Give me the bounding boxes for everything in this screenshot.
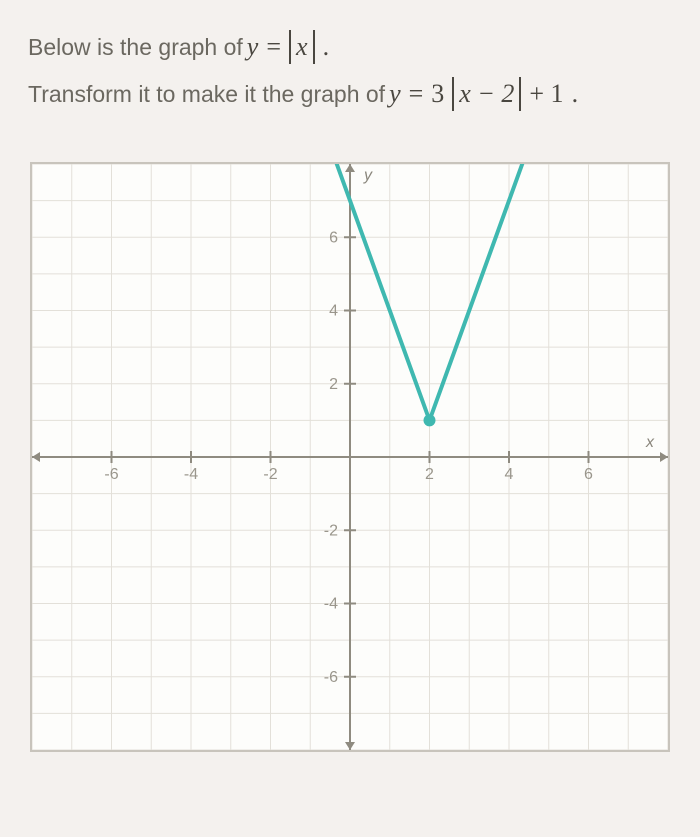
coordinate-graph[interactable]: -6 -4 -2 2 4 6 6 4 2 -2 -4 -6 y x xyxy=(32,164,668,750)
svg-text:2: 2 xyxy=(425,466,434,483)
text-prefix-2: Transform it to make it the graph of xyxy=(28,74,385,115)
svg-text:-4: -4 xyxy=(184,466,198,483)
svg-text:2: 2 xyxy=(329,375,338,392)
text-prefix-1: Below is the graph of xyxy=(28,27,243,68)
svg-text:-2: -2 xyxy=(263,466,277,483)
math-coeff-2: 3 xyxy=(427,71,448,118)
svg-text:x: x xyxy=(645,434,655,451)
svg-text:6: 6 xyxy=(584,466,593,483)
svg-text:4: 4 xyxy=(329,302,338,319)
svg-text:-6: -6 xyxy=(324,668,338,685)
abs-bar-right xyxy=(313,30,315,64)
abs-expr-2: x − 2 xyxy=(448,71,525,118)
abs-bar-left-2 xyxy=(452,77,454,111)
problem-statement: Below is the graph of y = x . Transform … xyxy=(28,24,672,118)
abs-inner-2: x − 2 xyxy=(456,71,517,118)
abs-inner-1: x xyxy=(293,24,311,71)
math-eq-2: = xyxy=(405,71,428,118)
svg-text:y: y xyxy=(363,167,373,184)
text-suffix-2: . xyxy=(568,71,583,118)
math-eq-1: = xyxy=(262,24,285,71)
svg-text:-4: -4 xyxy=(324,595,338,612)
text-suffix-1: . xyxy=(319,24,334,71)
abs-bar-right-2 xyxy=(519,77,521,111)
abs-bar-left xyxy=(289,30,291,64)
math-after-abs-2: + 1 xyxy=(525,71,567,118)
abs-expr-1: x xyxy=(285,24,319,71)
math-lhs-2: y xyxy=(385,71,405,118)
math-lhs-1: y xyxy=(243,24,263,71)
svg-text:-6: -6 xyxy=(104,466,118,483)
svg-text:6: 6 xyxy=(329,229,338,246)
graph-container[interactable]: -6 -4 -2 2 4 6 6 4 2 -2 -4 -6 y x xyxy=(30,162,670,752)
problem-line-1: Below is the graph of y = x . xyxy=(28,24,672,71)
problem-line-2: Transform it to make it the graph of y =… xyxy=(28,71,672,118)
svg-text:-2: -2 xyxy=(324,522,338,539)
svg-text:4: 4 xyxy=(505,466,514,483)
